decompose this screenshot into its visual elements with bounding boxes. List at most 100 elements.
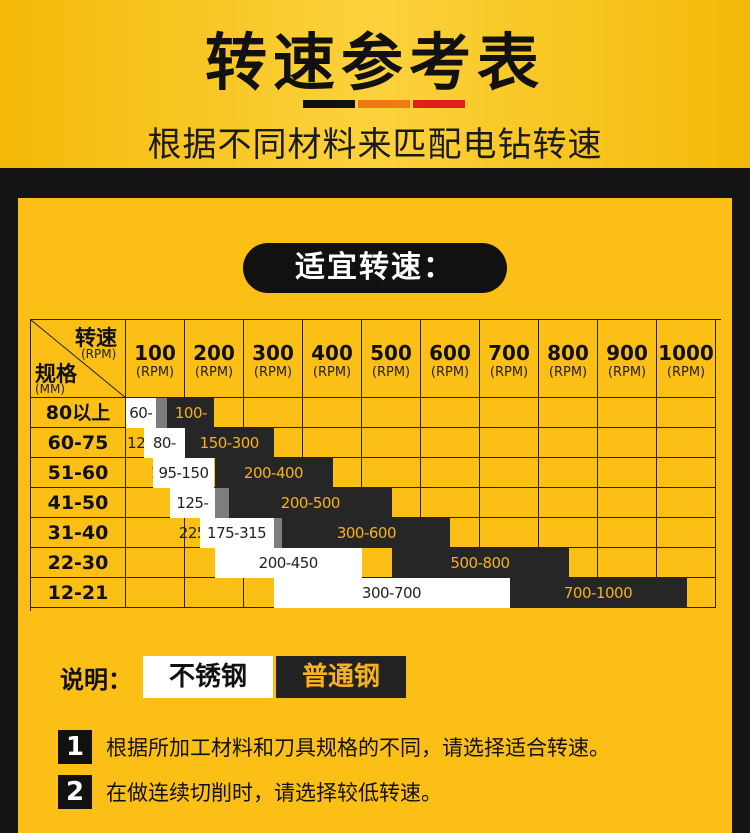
grid-cell [480, 488, 539, 518]
stainless-range: 60-120 [126, 398, 156, 452]
grid-cell [539, 488, 598, 518]
grid-cell [598, 398, 657, 428]
overlap-range [155, 398, 168, 428]
column-rpm-value: 500 [370, 341, 412, 365]
stainless-range: 300-700 [273, 578, 510, 608]
legend-stainless: 不锈钢 [143, 656, 273, 698]
column-rpm-value: 300 [252, 341, 294, 365]
column-rpm-unit: (RPM) [371, 365, 411, 380]
grid-cell [126, 518, 185, 548]
column-rpm-unit: (RPM) [312, 365, 352, 380]
grid-cell [303, 428, 362, 458]
carbon-range: 300-600 [282, 518, 451, 548]
diagonal-divider [31, 320, 126, 398]
column-rpm-unit: (RPM) [135, 365, 175, 380]
grid-cell [598, 458, 657, 488]
corner-size-label: 规格 [35, 362, 77, 386]
grid-cell [657, 458, 716, 488]
grid-cell [421, 458, 480, 488]
grid-cell [539, 428, 598, 458]
column-header: 200 (RPM) [185, 320, 244, 398]
corner-speed-label: 转速 [75, 326, 117, 350]
column-rpm-value: 600 [429, 341, 471, 365]
grid-cell [657, 578, 716, 608]
stainless-range: 200-450 [214, 548, 362, 578]
column-header: 1000 (RPM) [657, 320, 716, 398]
note-number: 1 [58, 730, 92, 764]
grid-cell [362, 398, 421, 428]
stainless-range: 95-150 [152, 458, 215, 488]
row-size-label: 80以上 [31, 398, 126, 428]
column-rpm-value: 100 [134, 341, 176, 365]
grid-cell [421, 488, 480, 518]
column-rpm-unit: (RPM) [666, 365, 706, 380]
accent-bars [303, 100, 465, 108]
accent-bar-red [413, 100, 465, 108]
grid-cell [126, 548, 185, 578]
column-rpm-unit: (RPM) [489, 365, 529, 380]
grid-cell [657, 548, 716, 578]
note-2: 2 在做连续切削时，请选择较低转速。 [58, 775, 442, 809]
grid-cell [598, 518, 657, 548]
column-header: 600 (RPM) [421, 320, 480, 398]
grid-cell [539, 518, 598, 548]
column-rpm-unit: (RPM) [194, 365, 234, 380]
overlap-range [214, 488, 230, 518]
column-rpm-value: 800 [547, 341, 589, 365]
carbon-range: 200-500 [229, 488, 392, 518]
column-header: 300 (RPM) [244, 320, 303, 398]
grid-cell [362, 488, 421, 518]
carbon-range: 200-400 [214, 458, 333, 488]
grid-cell [480, 428, 539, 458]
grid-cell [362, 428, 421, 458]
grid-cell [244, 428, 303, 458]
legend-carbon: 普通钢 [276, 656, 406, 698]
legend-label: 说明： [60, 666, 132, 694]
grid-cell [480, 458, 539, 488]
column-header: 800 (RPM) [539, 320, 598, 398]
column-rpm-value: 400 [311, 341, 353, 365]
grid-cell [303, 458, 362, 488]
column-header: 400 (RPM) [303, 320, 362, 398]
grid-cell [657, 398, 716, 428]
column-rpm-unit: (RPM) [548, 365, 588, 380]
row-size-label: 51-60 [31, 458, 126, 488]
column-header: 700 (RPM) [480, 320, 539, 398]
grid-cell [126, 578, 185, 608]
column-rpm-value: 700 [488, 341, 530, 365]
grid-cell [539, 458, 598, 488]
carbon-range: 700-1000 [509, 578, 687, 608]
grid-cell [598, 548, 657, 578]
accent-bar-orange [358, 100, 410, 108]
row-size-label: 22-30 [31, 548, 126, 578]
column-rpm-value: 1000 [658, 341, 714, 365]
column-rpm-unit: (RPM) [253, 365, 293, 380]
grid-cell [598, 488, 657, 518]
column-rpm-unit: (RPM) [607, 365, 647, 380]
grid-cell [421, 518, 480, 548]
section-pill: 适宜转速： [243, 243, 507, 293]
column-header: 100 (RPM) [126, 320, 185, 398]
grid-cell [421, 398, 480, 428]
corner-speed-unit: (RPM) [81, 347, 117, 361]
column-rpm-value: 900 [606, 341, 648, 365]
accent-bar-black [303, 100, 355, 108]
page-subtitle: 根据不同材料来匹配电钻转速 [147, 125, 603, 165]
row-size-label: 41-50 [31, 488, 126, 518]
column-header: 500 (RPM) [362, 320, 421, 398]
corner-size-unit: (MM) [35, 382, 66, 396]
stainless-range: 80-150 [143, 428, 185, 482]
carbon-range: 150-300 [185, 428, 274, 458]
note-text: 在做连续切削时，请选择较低转速。 [106, 781, 442, 805]
page-title: 转速参考表 [204, 26, 545, 99]
grid-cell [539, 548, 598, 578]
grid-cell [657, 488, 716, 518]
grid-cell [421, 428, 480, 458]
note-text: 根据所加工材料和刀具规格的不同，请选择适合转速。 [106, 736, 610, 760]
grid-cell [657, 518, 716, 548]
grid-cell [480, 518, 539, 548]
grid-cell [362, 458, 421, 488]
row-size-label: 31-40 [31, 518, 126, 548]
grid-cell [185, 398, 244, 428]
grid-cell [244, 398, 303, 428]
